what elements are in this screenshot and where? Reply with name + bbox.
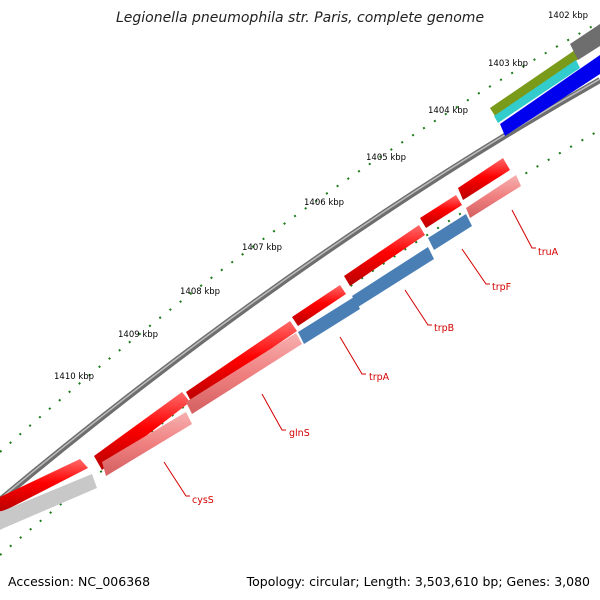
- blue-reverse-1: [298, 297, 360, 344]
- gene-label-trpA[interactable]: trpA: [369, 372, 390, 383]
- blue-reverse-3: [428, 214, 472, 250]
- ruler-label: 1407 kbp: [242, 243, 282, 253]
- gene-cysS[interactable]: [0, 459, 88, 512]
- ruler-label: 1409 kbp: [118, 330, 158, 340]
- gene-trpF[interactable]: [344, 225, 425, 286]
- ruler-label: 1402 kbp: [548, 11, 588, 21]
- outer-ruler: [0, 21, 600, 453]
- ruler-label: 1403 kbp: [488, 59, 528, 69]
- olive-feature: [490, 50, 580, 116]
- topology-text: Topology: circular; Length: 3,503,610 bp…: [246, 574, 590, 589]
- forward-strand: [0, 158, 510, 512]
- gene-labels: truA trpF trpB trpA glnS cysS: [192, 247, 559, 506]
- ruler-label: 1404 kbp: [428, 106, 468, 116]
- gene-label-trpF[interactable]: trpF: [492, 282, 511, 293]
- gene-truA[interactable]: [458, 158, 510, 200]
- pink-reverse-2: [186, 333, 302, 414]
- pink-reverse-3: [466, 175, 521, 218]
- ruler-label: 1406 kbp: [304, 198, 344, 208]
- gene-label-glnS[interactable]: glnS: [289, 428, 310, 439]
- ruler-labels: 1402 kbp 1403 kbp 1404 kbp 1405 kbp 1406…: [54, 11, 588, 382]
- gene-trpF-b[interactable]: [420, 195, 462, 228]
- ruler-label: 1410 kbp: [54, 372, 94, 382]
- gene-glnS[interactable]: [94, 392, 190, 470]
- gene-label-trpB[interactable]: trpB: [434, 323, 454, 334]
- cyan-feature: [494, 60, 580, 123]
- gene-trpA[interactable]: [186, 321, 297, 403]
- ruler-label: 1408 kbp: [180, 287, 220, 297]
- gene-trpB[interactable]: [292, 285, 346, 326]
- gene-label-cysS[interactable]: cysS: [192, 495, 214, 506]
- blue-reverse-2: [352, 247, 434, 307]
- accession-text: Accession: NC_006368: [8, 574, 151, 589]
- grey-feature: [570, 24, 600, 60]
- reverse-strand: [0, 175, 521, 530]
- feature-bars: [490, 24, 600, 136]
- gene-label-truA[interactable]: truA: [538, 247, 559, 258]
- pink-reverse-1: [102, 412, 192, 476]
- grey-reverse-feature: [0, 474, 97, 530]
- gene-leaders: [163, 209, 536, 497]
- blue-feature: [500, 55, 600, 136]
- map-title: Legionella pneumophila str. Paris, compl…: [115, 10, 485, 26]
- ruler-label: 1405 kbp: [366, 153, 406, 163]
